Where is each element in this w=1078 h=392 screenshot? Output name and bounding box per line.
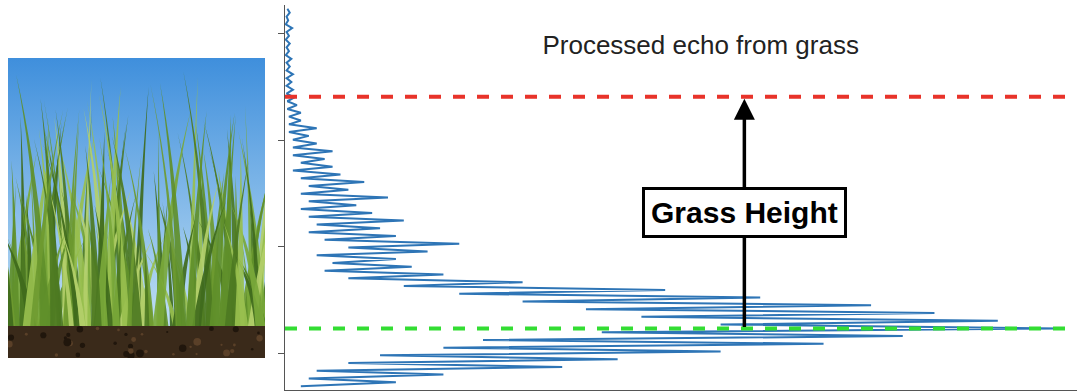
svg-text:Grass Height: Grass Height [651, 196, 838, 229]
svg-text:Processed echo from grass: Processed echo from grass [542, 30, 858, 60]
